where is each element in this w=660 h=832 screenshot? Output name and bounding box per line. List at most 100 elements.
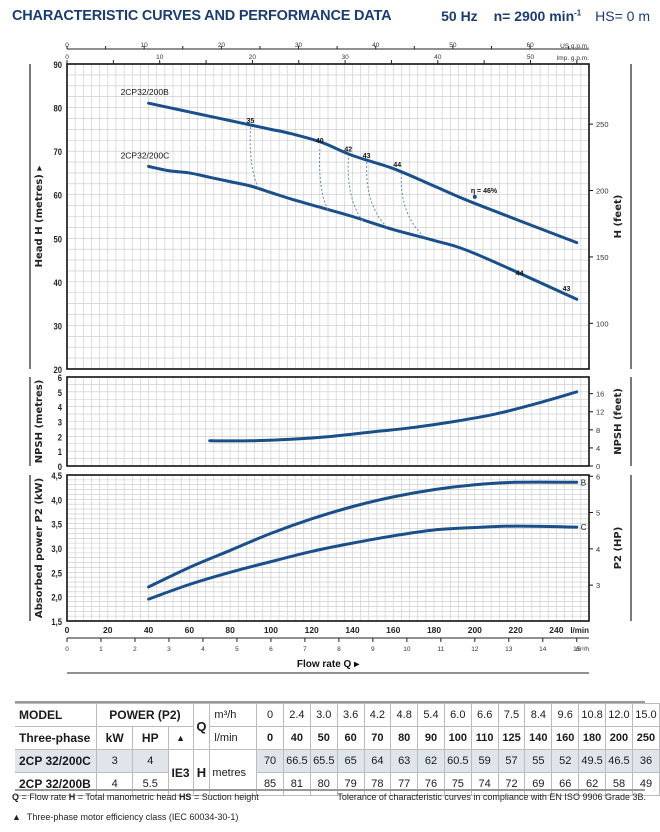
table-row: 2CP 32/200B 4 5.5 85 81 80 79 78 77 76 75 74 72 69… xyxy=(15,772,660,796)
head-value: 80 xyxy=(309,772,338,796)
q-m3h-value: 5.4 xyxy=(417,703,445,727)
efficiency-class-mark: ▲ xyxy=(167,726,194,750)
m3h-tick-label: 5 xyxy=(235,646,239,653)
head-value: 52 xyxy=(551,749,580,773)
m3h-tick-label: 10 xyxy=(403,646,411,653)
y-tick-label: 6 xyxy=(58,372,63,383)
efficiency-label: 44 xyxy=(393,162,401,169)
head-value: 70 xyxy=(256,749,284,773)
q-m3h-value: 12.0 xyxy=(605,703,633,727)
m3h-tick-label: 8 xyxy=(337,646,341,653)
m3h-tick-label: 15 xyxy=(573,646,581,653)
x-unit-m3h: m³/h xyxy=(576,646,589,653)
q-m3h-value: 2.4 xyxy=(282,703,311,727)
m3h-header: m³/h xyxy=(209,703,258,727)
series-label: 2CP32/200C xyxy=(121,150,170,160)
head-value: 65 xyxy=(336,749,365,773)
y-tick-label: 2 xyxy=(58,432,63,443)
ie-class: IE3 xyxy=(167,749,194,796)
q-lmin-value: 250 xyxy=(631,726,660,750)
q-key: Q xyxy=(12,792,20,802)
power-kw: 3 xyxy=(96,749,133,773)
y-tick-label: 80 xyxy=(53,103,62,114)
head-value: 60.5 xyxy=(443,749,472,773)
y-axis-right-title: NPSH (feet) xyxy=(613,388,624,455)
head-value: 62 xyxy=(578,772,607,796)
y-axis-title: Head H (metres) ▸ xyxy=(34,166,45,268)
y-tick-label: 2,0 xyxy=(51,592,62,603)
m3h-tick-label: 7 xyxy=(303,646,307,653)
plot-frame xyxy=(66,474,590,622)
series-end-label: C xyxy=(581,523,587,532)
y-tick-label: 1,5 xyxy=(51,616,62,627)
q-m3h-value: 6.0 xyxy=(443,703,472,727)
q-m3h-value: 4.8 xyxy=(390,703,419,727)
q-m3h-value: 7.5 xyxy=(497,703,526,727)
metres-header: metres xyxy=(209,749,258,796)
x-tick-label: 0 xyxy=(65,625,70,635)
us-gpm-tick-label: 50 xyxy=(449,42,457,49)
table-top-rule xyxy=(15,701,645,703)
speed: n= 2900 min-1 xyxy=(494,8,582,24)
imp-gpm-unit: Imp. g.p.m. xyxy=(556,55,589,62)
head-value: 57 xyxy=(497,749,526,773)
us-gpm-tick-label: 40 xyxy=(372,42,380,49)
x-tick-label: 120 xyxy=(305,625,319,635)
q-lmin-value: 200 xyxy=(605,726,633,750)
triangle-icon: ▲ xyxy=(12,812,21,822)
q-lmin-value: 180 xyxy=(578,726,607,750)
hp-header: HP xyxy=(131,726,169,750)
x-tick-label: 40 xyxy=(144,625,154,635)
m3h-tick-label: 14 xyxy=(539,646,547,653)
m3h-tick-label: 9 xyxy=(371,646,375,653)
imp-gpm-tick-label: 30 xyxy=(341,54,349,61)
power-hp: 5.5 xyxy=(131,772,169,796)
three-phase-header: Three-phase xyxy=(15,726,98,750)
imp-gpm-tick-label: 10 xyxy=(156,54,164,61)
y-right-tick-label: 16 xyxy=(596,390,604,399)
y-axis-right-title: P2 (HP) xyxy=(613,527,624,570)
q-m3h-value: 15.0 xyxy=(631,703,660,727)
m3h-tick-label: 1 xyxy=(99,646,103,653)
q-m3h-value: 8.4 xyxy=(524,703,553,727)
y-tick-label: 30 xyxy=(53,321,62,332)
legend-definitions: Q = Flow rate H = Total manometric head … xyxy=(12,792,259,802)
q-m3h-value: 4.2 xyxy=(363,703,392,727)
efficiency-isoline xyxy=(249,127,260,189)
q-lmin-value: 110 xyxy=(470,726,499,750)
x-axis-title: Flow rate Q ▸ xyxy=(297,659,360,670)
m3h-tick-label: 13 xyxy=(505,646,513,653)
y-tick-label: 90 xyxy=(53,59,62,70)
h-key: H xyxy=(68,792,76,802)
series-line-2cp32-200c xyxy=(147,164,579,301)
x-tick-label: 140 xyxy=(345,625,359,635)
x-tick-label: 200 xyxy=(468,625,482,635)
head-value: 62 xyxy=(417,749,445,773)
operating-conditions: 50 Hz n= 2900 min-1 HS= 0 m xyxy=(441,8,650,24)
head-value: 63 xyxy=(390,749,419,773)
model-name: 2CP 32/200B xyxy=(15,772,98,796)
y-right-tick-label: 200 xyxy=(596,187,609,196)
head-value: 66.5 xyxy=(282,749,311,773)
efficiency-label: η = 46% xyxy=(471,188,498,195)
m3h-tick-label: 11 xyxy=(437,646,444,653)
x-tick-label: 180 xyxy=(427,625,441,635)
m3h-tick-label: 4 xyxy=(201,646,205,653)
q-m3h-value: 3.0 xyxy=(309,703,338,727)
efficiency-isoline xyxy=(366,162,388,228)
y-right-tick-label: 12 xyxy=(596,408,604,417)
q-m3h-value: 10.8 xyxy=(578,703,607,727)
q-definition: = Flow rate xyxy=(19,792,69,802)
y-right-tick-label: 100 xyxy=(596,319,609,328)
page-title: CHARACTERISTIC CURVES AND PERFORMANCE DA… xyxy=(12,8,392,24)
head-value: 59 xyxy=(470,749,499,773)
y-tick-label: 2,5 xyxy=(51,568,62,579)
y-right-tick-label: 6 xyxy=(596,472,600,481)
efficiency-isoline xyxy=(319,148,329,211)
speed-exponent: -1 xyxy=(574,8,582,18)
m3h-tick-label: 3 xyxy=(167,646,171,653)
efficiency-label: 44 xyxy=(516,271,524,278)
head-value: 74 xyxy=(470,772,499,796)
speed-value: n= 2900 min xyxy=(493,8,575,24)
